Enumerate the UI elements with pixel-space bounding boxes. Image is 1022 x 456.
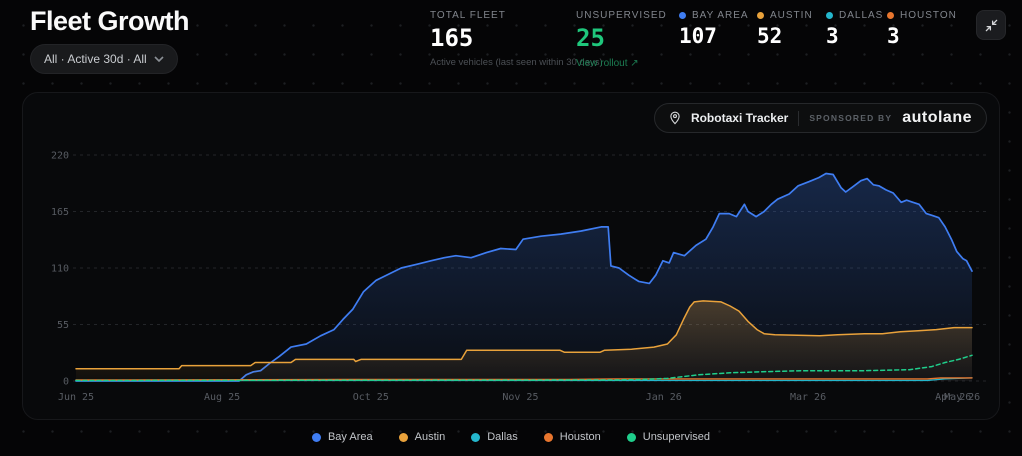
austin-legend-dot	[398, 432, 408, 442]
houston-dot	[887, 12, 894, 19]
area-austin	[76, 300, 972, 381]
badge-divider	[798, 110, 800, 126]
y-tick-label: 220	[51, 151, 69, 162]
line-austin	[75, 300, 973, 370]
collapse-icon	[985, 19, 997, 31]
map-pin-icon	[670, 111, 680, 125]
filter-label: All · Active 30d · All	[44, 52, 147, 66]
y-tick-label: 55	[57, 320, 69, 331]
stat-total-fleet-subtext: Active vehicles (last seen within 30 day…	[430, 57, 603, 69]
stat-bay-area-value: 107	[679, 24, 717, 48]
line-bay-area	[75, 172, 973, 382]
legend-item-houston[interactable]: Houston	[543, 431, 601, 443]
stat-unsupervised-label: UNSUPERVISED	[576, 10, 667, 21]
stat-total-fleet-value: 165	[430, 24, 474, 52]
view-rollout-link[interactable]: View rollout ↗	[576, 58, 639, 70]
legend-label: Dallas	[487, 431, 518, 443]
stat-houston-label: HOUSTON	[900, 10, 957, 21]
chart-legend: Bay Area Austin Dallas Houston Unsupervised	[0, 431, 1022, 443]
dallas-legend-dot	[471, 432, 481, 442]
fleet-growth-chart[interactable]: 0 55 110 165 220 Jun 25 Aug 25 Oct 25 Nov 25 Jan …	[23, 93, 1001, 421]
stat-houston: HOUSTON 3	[887, 10, 957, 48]
chart-panel: Robotaxi Tracker SPONSORED BY autolane 0…	[22, 92, 1000, 420]
x-tick-label: Mar 26	[790, 392, 826, 403]
page-title: Fleet Growth	[30, 6, 190, 36]
bay-area-dot	[679, 12, 686, 19]
stat-houston-value: 3	[887, 24, 900, 48]
x-tick-label: Aug 25	[204, 392, 240, 403]
stat-austin-label: AUSTIN	[770, 10, 813, 21]
y-tick-label: 110	[51, 264, 69, 275]
x-tick-label: Nov 25	[502, 392, 538, 403]
fleet-filter-dropdown[interactable]: All · Active 30d · All	[30, 44, 178, 74]
legend-item-unsupervised[interactable]: Unsupervised	[626, 431, 711, 443]
legend-label: Bay Area	[327, 431, 373, 443]
stat-austin-value: 52	[757, 24, 783, 48]
sponsored-by-label: SPONSORED BY	[809, 113, 893, 123]
dallas-dot	[826, 12, 833, 19]
badge-title: Robotaxi Tracker	[690, 111, 789, 125]
legend-label: Austin	[414, 431, 446, 443]
autolane-logo: autolane	[902, 109, 972, 126]
legend-item-dallas[interactable]: Dallas	[471, 431, 518, 443]
line-unsupervised	[75, 354, 973, 382]
y-tick-label: 165	[51, 207, 69, 218]
chevron-down-icon	[154, 56, 164, 62]
robotaxi-tracker-badge[interactable]: Robotaxi Tracker SPONSORED BY autolane	[653, 103, 987, 133]
stat-dallas-value: 3	[826, 24, 839, 48]
stat-dallas: DALLAS 3	[826, 10, 883, 48]
stat-bay-area: BAY AREA 107	[679, 10, 749, 48]
legend-label: Houston	[559, 431, 601, 443]
bay-area-legend-dot	[311, 432, 321, 442]
x-tick-label: Oct 25	[353, 392, 389, 403]
stat-unsupervised-value: 25	[576, 24, 605, 52]
legend-item-bay-area[interactable]: Bay Area	[311, 431, 373, 443]
x-tick-label: May 26	[944, 392, 980, 403]
stat-unsupervised: UNSUPERVISED 25 View rollout ↗	[576, 10, 667, 71]
stat-dallas-label: DALLAS	[839, 10, 884, 21]
stat-bay-area-label: BAY AREA	[692, 10, 749, 21]
y-tick-label: 0	[63, 377, 69, 388]
legend-label: Unsupervised	[642, 431, 711, 443]
stat-total-fleet-label: TOTAL FLEET	[430, 10, 506, 21]
austin-dot	[757, 12, 764, 19]
x-tick-label: Apr 26	[935, 392, 971, 403]
x-tick-label: Jun 25	[58, 392, 94, 403]
x-tick-label: Jan 26	[646, 392, 682, 403]
stat-austin: AUSTIN 52	[757, 10, 813, 48]
stat-total-fleet: TOTAL FLEET 165 Active vehicles (last se…	[430, 10, 603, 68]
legend-item-austin[interactable]: Austin	[398, 431, 446, 443]
collapse-button[interactable]	[976, 10, 1006, 40]
unsupervised-legend-dot	[626, 432, 636, 442]
houston-legend-dot	[543, 432, 553, 442]
